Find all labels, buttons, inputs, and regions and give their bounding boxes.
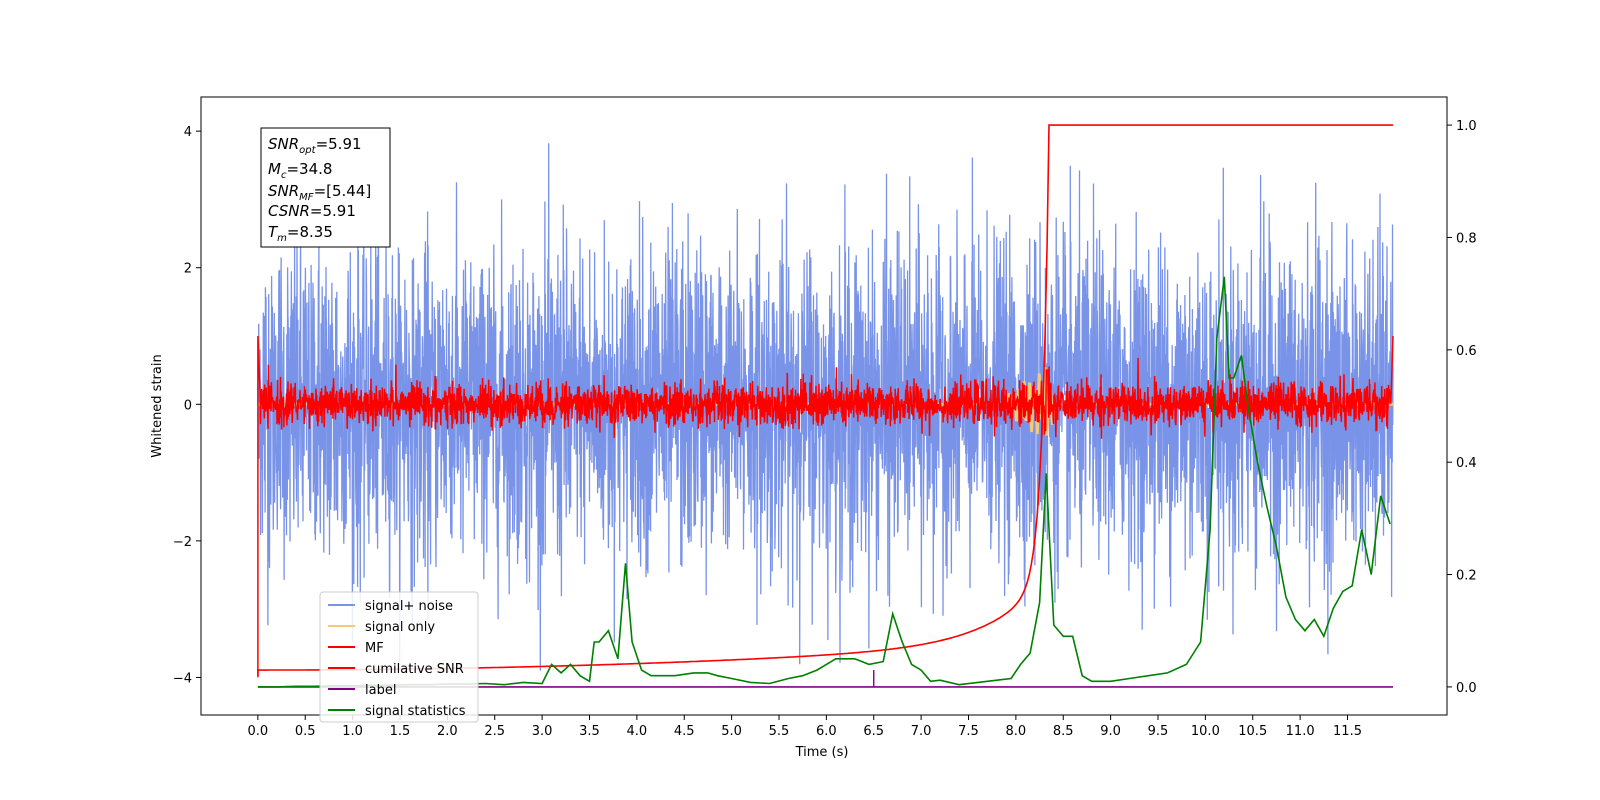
x-tick-label: 8.0: [1006, 724, 1027, 739]
y-axis-left: 4 2 0 −2 −4: [173, 125, 201, 686]
legend-label-label: label: [365, 683, 396, 698]
x-tick-label: 10.0: [1191, 724, 1220, 739]
y2-tick-label: 0.6: [1456, 344, 1477, 359]
x-tick-label: 6.5: [863, 724, 884, 739]
x-tick-label: 11.5: [1333, 724, 1362, 739]
x-axis-label: Time (s): [795, 745, 849, 760]
x-tick-label: 0.0: [248, 724, 269, 739]
annotation-box: SNRopt=5.91 Mc=34.8 SNRMF=[5.44] CSNR=5.…: [260, 127, 391, 248]
x-tick-label: 1.0: [342, 724, 363, 739]
x-tick-label: 7.0: [911, 724, 932, 739]
x-tick-label: 4.5: [674, 724, 695, 739]
y-tick-label: −2: [173, 535, 192, 550]
x-axis: 0.0 0.5 1.0 1.5 2.0 2.5 3.0 3.5 4.0 4.5 5.0 5.5 6.0 6…: [248, 715, 1362, 739]
annotation-mc: Mc=34.8: [268, 160, 332, 181]
x-tick-label: 11.0: [1286, 724, 1315, 739]
y-tick-label: −4: [173, 671, 192, 686]
x-tick-label: 1.5: [390, 724, 411, 739]
x-tick-label: 3.0: [532, 724, 553, 739]
y-tick-label: 2: [184, 262, 192, 277]
annotation-snr-mf: SNRMF=[5.44]: [268, 182, 371, 203]
legend-label-cumilative-snr: cumilative SNR: [365, 662, 464, 677]
y-axis-right: 1.0 0.8 0.6 0.4 0.2 0.0: [1447, 119, 1477, 696]
x-tick-label: 8.5: [1053, 724, 1074, 739]
annotation-tm: Tm=8.35: [268, 223, 333, 244]
y-tick-label: 4: [184, 125, 192, 140]
annotation-csnr: CSNR=5.91: [268, 202, 356, 220]
x-tick-label: 4.0: [627, 724, 648, 739]
legend-label-signal-only: signal only: [365, 620, 435, 635]
plot-frame: [200, 96, 1448, 716]
y2-tick-label: 0.2: [1456, 569, 1477, 584]
y-axis-label: Whitened strain: [150, 354, 165, 457]
x-tick-label: 2.5: [484, 724, 505, 739]
series-signal-statistics: [257, 276, 1391, 688]
x-tick-label: 3.5: [579, 724, 600, 739]
legend-label-mf: MF: [365, 641, 384, 656]
x-tick-label: 10.5: [1238, 724, 1267, 739]
x-tick-label: 9.0: [1100, 724, 1121, 739]
y2-tick-label: 0.8: [1456, 231, 1477, 246]
y-tick-label: 0: [184, 398, 192, 413]
x-tick-label: 6.0: [816, 724, 837, 739]
series-mf: [257, 335, 1394, 678]
y2-tick-label: 0.0: [1456, 681, 1477, 696]
legend-label-signal-noise: signal+ noise: [365, 599, 453, 614]
x-tick-label: 5.0: [721, 724, 742, 739]
annotation-snr-opt: SNRopt=5.91: [268, 135, 362, 156]
x-tick-label: 5.5: [769, 724, 790, 739]
x-tick-label: 0.5: [295, 724, 316, 739]
x-tick-label: 7.5: [958, 724, 979, 739]
y2-tick-label: 0.4: [1456, 456, 1477, 471]
y2-tick-label: 1.0: [1456, 119, 1477, 134]
legend-label-signal-statistics: signal statistics: [365, 704, 466, 719]
x-tick-label: 9.5: [1148, 724, 1169, 739]
x-tick-label: 2.0: [437, 724, 458, 739]
legend: signal+ noise signal only MF cumilative SNR…: [319, 591, 479, 723]
